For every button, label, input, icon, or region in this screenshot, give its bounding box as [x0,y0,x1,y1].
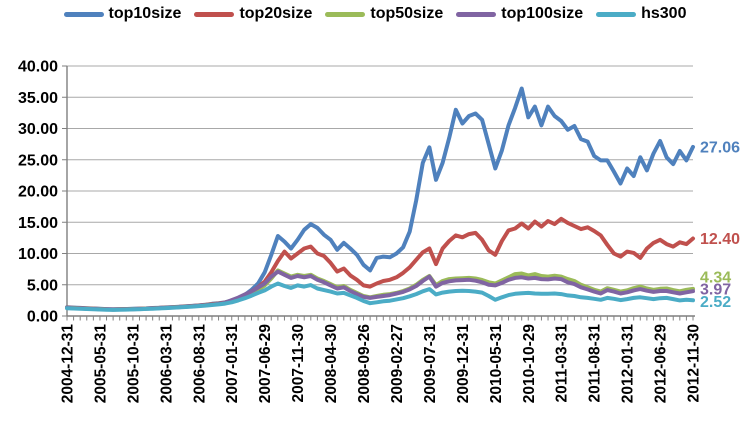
legend-line-swatch-icon [63,11,104,17]
x-tick-label: 2010-10-29 [521,324,538,404]
y-tick-label: 0.00 [27,309,58,326]
x-tick-label: 2006-03-31 [158,324,175,404]
series-line-top10size [65,86,695,312]
legend-item-hs300: hs300 [596,6,686,22]
y-tick-label: 25.00 [18,152,58,169]
x-tick-label: 2008-04-30 [323,324,340,403]
legend-label: top10size [108,5,182,22]
legend-label: top20size [239,5,313,22]
x-tick-label: 2005-10-31 [125,324,142,404]
legend-line-swatch-icon [194,11,235,17]
x-tick-label: 2009-07-31 [422,324,439,404]
legend-item-top100size: top100size [456,6,583,22]
x-tick-label: 2012-01-31 [620,324,637,404]
x-tick-label: 2009-02-27 [389,324,406,403]
legend-item-top50size: top50size [325,6,443,22]
legend: top10size top20size top50size top100size hs3… [0,6,750,22]
series-line-hs300 [65,281,695,312]
x-tick-label: 2009-12-31 [455,324,472,404]
x-tick-label: 2007-01-31 [224,324,241,404]
series-end-label-top50size: 4.34 [700,269,731,286]
x-tick-label: 2007-11-30 [290,324,307,402]
legend-item-top10size: top10size [63,5,182,22]
x-tick-label: 2005-05-31 [92,324,109,404]
series-end-label-top100size: 3.97 [700,282,731,299]
legend-label: top50size [370,5,444,22]
y-tick-label: 35.00 [18,90,58,107]
y-tick-label: 30.00 [18,121,58,138]
y-tick-label: 40.00 [18,59,58,76]
x-tick-label: 2004-12-31 [60,324,77,404]
series-end-label-top20size: 12.40 [700,231,740,248]
x-tick-label: 2008-09-26 [356,324,373,404]
legend-item-top20size: top20size [194,6,312,22]
x-tick-label: 2010-05-31 [488,324,505,404]
x-tick-label: 2006-08-31 [191,324,208,404]
x-tick-label: 2007-06-29 [257,324,274,404]
y-tick-label: 20.00 [18,184,58,201]
y-tick-label: 15.00 [18,215,58,232]
x-tick-label: 2011-08-31 [587,324,604,403]
x-tick-label: 2011-03-31 [554,324,571,403]
y-tick-label: 10.00 [18,246,58,263]
x-tick-label: 2012-06-29 [653,324,670,404]
legend-line-swatch-icon [456,11,497,17]
x-tick-label: 2012-11-30 [686,324,703,402]
series-end-label-top10size: 27.06 [700,139,740,156]
legend-label: top100size [501,5,584,22]
legend-line-swatch-icon [596,11,637,17]
legend-label: hs300 [641,5,687,22]
series-end-label-hs300: 2.52 [700,294,731,311]
legend-line-swatch-icon [325,11,366,17]
y-tick-label: 5.00 [27,277,58,294]
